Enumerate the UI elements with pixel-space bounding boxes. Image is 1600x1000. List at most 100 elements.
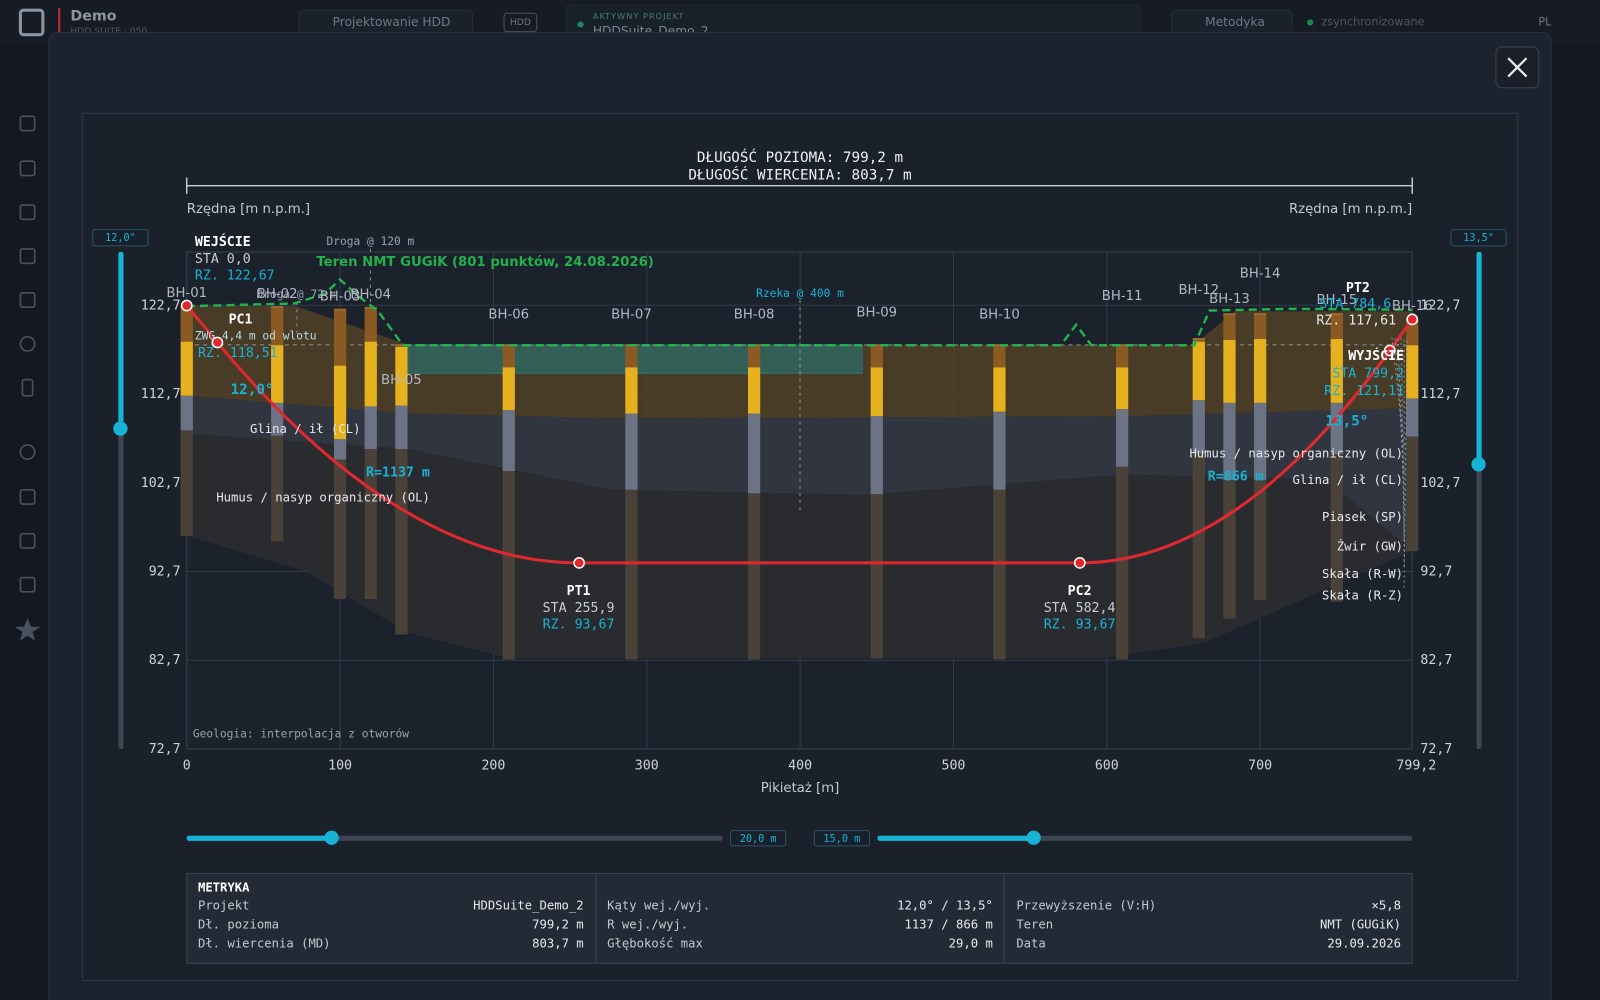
terrain-label: Teren NMT GUGiK (801 punktów, 24.08.2026… [316, 254, 654, 270]
y2-tick-label: 92,7 [1420, 565, 1452, 580]
radius-label: R=1137 m [366, 465, 430, 480]
y-tick-label: 102,7 [141, 476, 181, 491]
point-station: STA 255,9 [543, 601, 615, 616]
badge-label: HDD [510, 17, 531, 28]
note: ZWG 4,4 m od wlotu [195, 330, 317, 343]
nav-icon[interactable] [21, 378, 34, 397]
metric-key: Projekt [198, 899, 250, 913]
y-axis-label: Rzędna [m n.p.m.] [187, 202, 310, 217]
path-point [1383, 344, 1396, 357]
status-dot [577, 21, 584, 28]
note: Geologia: interpolacja z otworów [193, 728, 409, 741]
borehole-layer [333, 439, 347, 460]
metric-value: 29,0 m [949, 936, 993, 950]
nav-icon[interactable] [19, 115, 36, 132]
project-caption: AKTYWNY PROJEKT [593, 11, 685, 21]
nav-icon[interactable] [19, 444, 36, 460]
x-tick-label: 400 [788, 758, 812, 773]
metric-value: ×5,8 [1372, 899, 1401, 913]
slider-knob[interactable] [324, 830, 339, 845]
point-name: WYJŚCIE [1348, 346, 1404, 364]
soil-label: Piasek (SP) [1322, 510, 1403, 524]
borehole-name: BH-09 [856, 306, 897, 321]
path-point [180, 299, 193, 312]
borehole-layer [1254, 339, 1267, 403]
borehole-layer [993, 367, 1006, 412]
soil-label: Skała (R-Z) [1322, 588, 1403, 602]
borehole-layer [1406, 345, 1419, 399]
metric-key: Teren [1016, 918, 1053, 932]
borehole-layer [333, 309, 347, 366]
x-tick-label: 600 [1095, 758, 1119, 773]
sync-label: zsynchronizowane [1321, 15, 1424, 28]
module-label: Projektowanie HDD [333, 15, 451, 29]
x-axis-label: Pikietaż [m] [761, 781, 840, 796]
borehole-layer [747, 345, 761, 368]
borehole-name: BH-16 [1392, 299, 1433, 314]
borehole-layer [870, 367, 883, 417]
borehole-layer [364, 341, 377, 407]
metric-value: NMT (GUGiK) [1320, 918, 1401, 932]
borehole-layer [271, 345, 284, 403]
borehole-name: BH-15 [1316, 293, 1357, 308]
borehole-layer [993, 489, 1006, 660]
note: Droga @ 72 m [256, 288, 337, 301]
nav-icon[interactable] [19, 532, 36, 549]
nav-icon[interactable] [19, 160, 36, 177]
profile-title: DŁUGOŚĆ WIERCENIA: 803,7 m [688, 166, 911, 184]
nav-icon[interactable] [19, 248, 36, 265]
y2-tick-label: 112,7 [1420, 387, 1460, 402]
method-label: Metodyka [1205, 15, 1265, 29]
point-elevation: RZ. 93,67 [543, 617, 615, 632]
leader-line [1397, 336, 1405, 510]
borehole-layer [1223, 339, 1236, 403]
point-elevation: RZ. 118,51 [198, 346, 278, 361]
y2-tick-label: 72,7 [1420, 742, 1452, 757]
borehole-layer [502, 409, 515, 472]
borehole-layer [870, 345, 883, 368]
lang[interactable]: PL [1538, 15, 1552, 28]
note: Droga @ 120 m [327, 235, 415, 248]
angle-slider-fill [1476, 252, 1482, 465]
angle-box [1450, 229, 1507, 247]
borehole-layer [1406, 436, 1419, 552]
borehole-layer [1330, 339, 1343, 403]
leader-line [1400, 336, 1405, 539]
borehole-layer [180, 395, 193, 431]
point-station: STA 784,6 [1319, 297, 1391, 312]
terrain-line [186, 277, 1413, 347]
nav-icon[interactable] [14, 618, 41, 641]
nav-icon[interactable] [19, 576, 36, 593]
borehole-layer [747, 367, 761, 414]
metric-value: 1137 / 866 m [904, 918, 992, 932]
point-elevation: RZ. 93,67 [1044, 617, 1116, 632]
nav-icon[interactable] [19, 204, 36, 221]
nav-icon[interactable] [19, 292, 36, 308]
sync-dot [1307, 19, 1314, 26]
close-icon [1507, 57, 1528, 78]
x-tick-label: 200 [481, 758, 505, 773]
borehole-layer [1223, 480, 1236, 619]
metric-value: 803,7 m [532, 936, 584, 950]
soil-label: Glina / ił (CL) [250, 422, 361, 436]
borehole-layer [1330, 454, 1343, 602]
nav-icon[interactable] [19, 335, 36, 352]
x-tick-label: 100 [328, 758, 352, 773]
x-tick-label: 700 [1248, 758, 1272, 773]
path-point [1073, 557, 1086, 569]
borehole-name: BH-10 [979, 308, 1020, 323]
borehole-layer [625, 413, 638, 490]
x-tick-label: 799,2 [1396, 758, 1436, 773]
borehole-layer [1192, 453, 1205, 639]
metric-key: Data [1016, 936, 1045, 950]
angle-slider-knob[interactable] [113, 421, 128, 436]
slider-box [813, 830, 870, 847]
borehole-layer [1330, 314, 1343, 340]
slider-knob[interactable] [1026, 830, 1041, 845]
borehole-name: BH-06 [488, 308, 529, 323]
nav-icon[interactable] [19, 488, 36, 505]
point-name: PT2 [1346, 281, 1370, 296]
y-tick-label: 122,7 [141, 298, 181, 313]
angle-slider-knob[interactable] [1471, 457, 1486, 472]
